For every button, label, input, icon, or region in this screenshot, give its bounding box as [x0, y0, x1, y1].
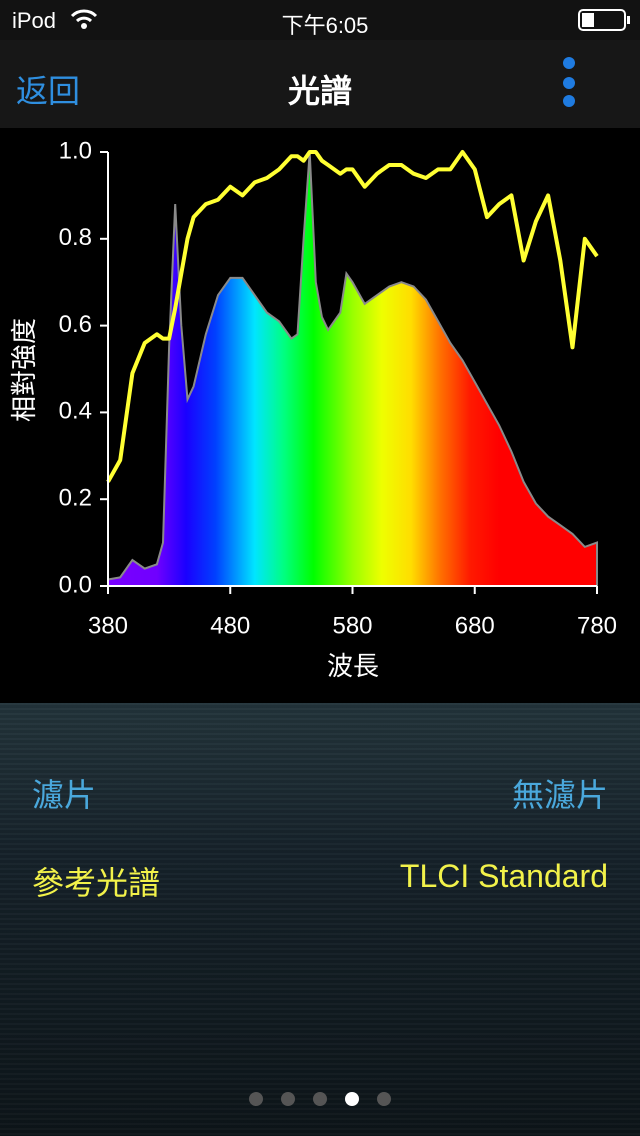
page-dot[interactable]: [377, 1092, 391, 1106]
carrier: iPod: [12, 8, 57, 33]
reference-row[interactable]: 參考光譜 TLCI Standard: [32, 858, 608, 908]
setting-label: 濾片: [32, 777, 97, 813]
page-dot[interactable]: [281, 1092, 295, 1106]
setting-value: 無濾片: [511, 777, 608, 813]
nav-bar: 返回 光譜: [0, 40, 640, 128]
x-tick-label: 580: [332, 612, 372, 639]
x-axis-label: 波長: [327, 651, 379, 681]
status-bar: iPod 下午6:05: [0, 0, 640, 40]
wifi-icon: [70, 9, 98, 29]
filter-row[interactable]: 濾片 無濾片: [32, 770, 608, 820]
setting-label: 參考光譜: [32, 865, 161, 901]
y-tick-label: 0.2: [59, 485, 92, 512]
spectrum-area: [107, 151, 598, 587]
x-tick-label: 380: [88, 612, 128, 639]
y-axis-label: 相對強度: [9, 318, 39, 422]
clock: 下午6:05: [281, 13, 369, 38]
page-dot[interactable]: [249, 1092, 263, 1106]
menu-button[interactable]: [556, 54, 582, 110]
reference-line: [106, 150, 599, 483]
nav-title: 光譜: [287, 73, 352, 109]
y-tick-label: 0.0: [59, 571, 92, 598]
x-tick-label: 780: [577, 612, 617, 639]
chart: 0.0 0.2 0.4 0.6 0.8 1.0 380 480 580 680 780 波長 相對強度: [0, 128, 640, 703]
page-dot-active[interactable]: [345, 1092, 359, 1106]
x-tick-label: 680: [455, 612, 495, 639]
x-tick-label: 480: [210, 612, 250, 639]
settings-panel: [0, 703, 640, 1136]
y-tick-label: 1.0: [59, 137, 92, 164]
battery-icon: [578, 9, 630, 31]
page-dot[interactable]: [313, 1092, 327, 1106]
back-button[interactable]: 返回: [16, 73, 81, 109]
y-tick-label: 0.8: [59, 224, 92, 251]
setting-value: TLCI Standard: [399, 858, 608, 894]
y-tick-label: 0.6: [59, 311, 92, 338]
y-tick-label: 0.4: [59, 398, 92, 425]
